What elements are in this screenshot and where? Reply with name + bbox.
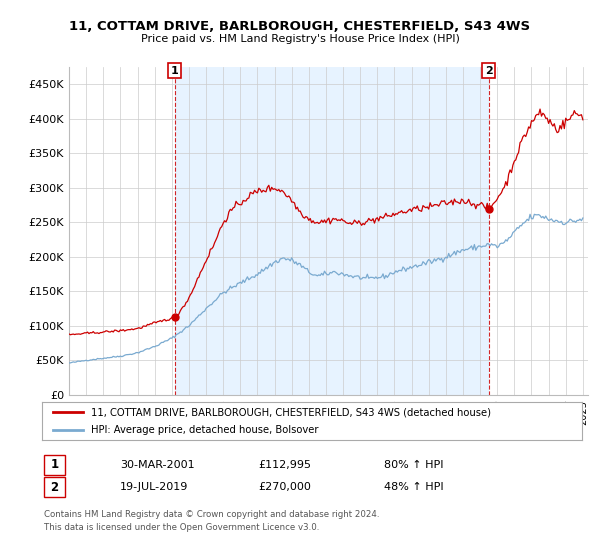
Text: 48% ↑ HPI: 48% ↑ HPI	[384, 482, 443, 492]
Bar	[175, 67, 488, 395]
Text: 80% ↑ HPI: 80% ↑ HPI	[384, 460, 443, 470]
Text: Price paid vs. HM Land Registry's House Price Index (HPI): Price paid vs. HM Land Registry's House …	[140, 34, 460, 44]
Text: 2: 2	[50, 480, 58, 494]
Text: 2: 2	[485, 66, 493, 76]
Text: £112,995: £112,995	[258, 460, 311, 470]
Text: £270,000: £270,000	[258, 482, 311, 492]
Text: 11, COTTAM DRIVE, BARLBOROUGH, CHESTERFIELD, S43 4WS (detached house): 11, COTTAM DRIVE, BARLBOROUGH, CHESTERFI…	[91, 407, 491, 417]
Text: 11, COTTAM DRIVE, BARLBOROUGH, CHESTERFIELD, S43 4WS: 11, COTTAM DRIVE, BARLBOROUGH, CHESTERFI…	[70, 20, 530, 34]
Text: 1: 1	[50, 458, 58, 472]
Text: 1: 1	[171, 66, 179, 76]
Text: 30-MAR-2001: 30-MAR-2001	[120, 460, 194, 470]
Text: 19-JUL-2019: 19-JUL-2019	[120, 482, 188, 492]
Text: HPI: Average price, detached house, Bolsover: HPI: Average price, detached house, Bols…	[91, 424, 318, 435]
Text: Contains HM Land Registry data © Crown copyright and database right 2024.: Contains HM Land Registry data © Crown c…	[44, 510, 379, 519]
Text: This data is licensed under the Open Government Licence v3.0.: This data is licensed under the Open Gov…	[44, 523, 319, 532]
